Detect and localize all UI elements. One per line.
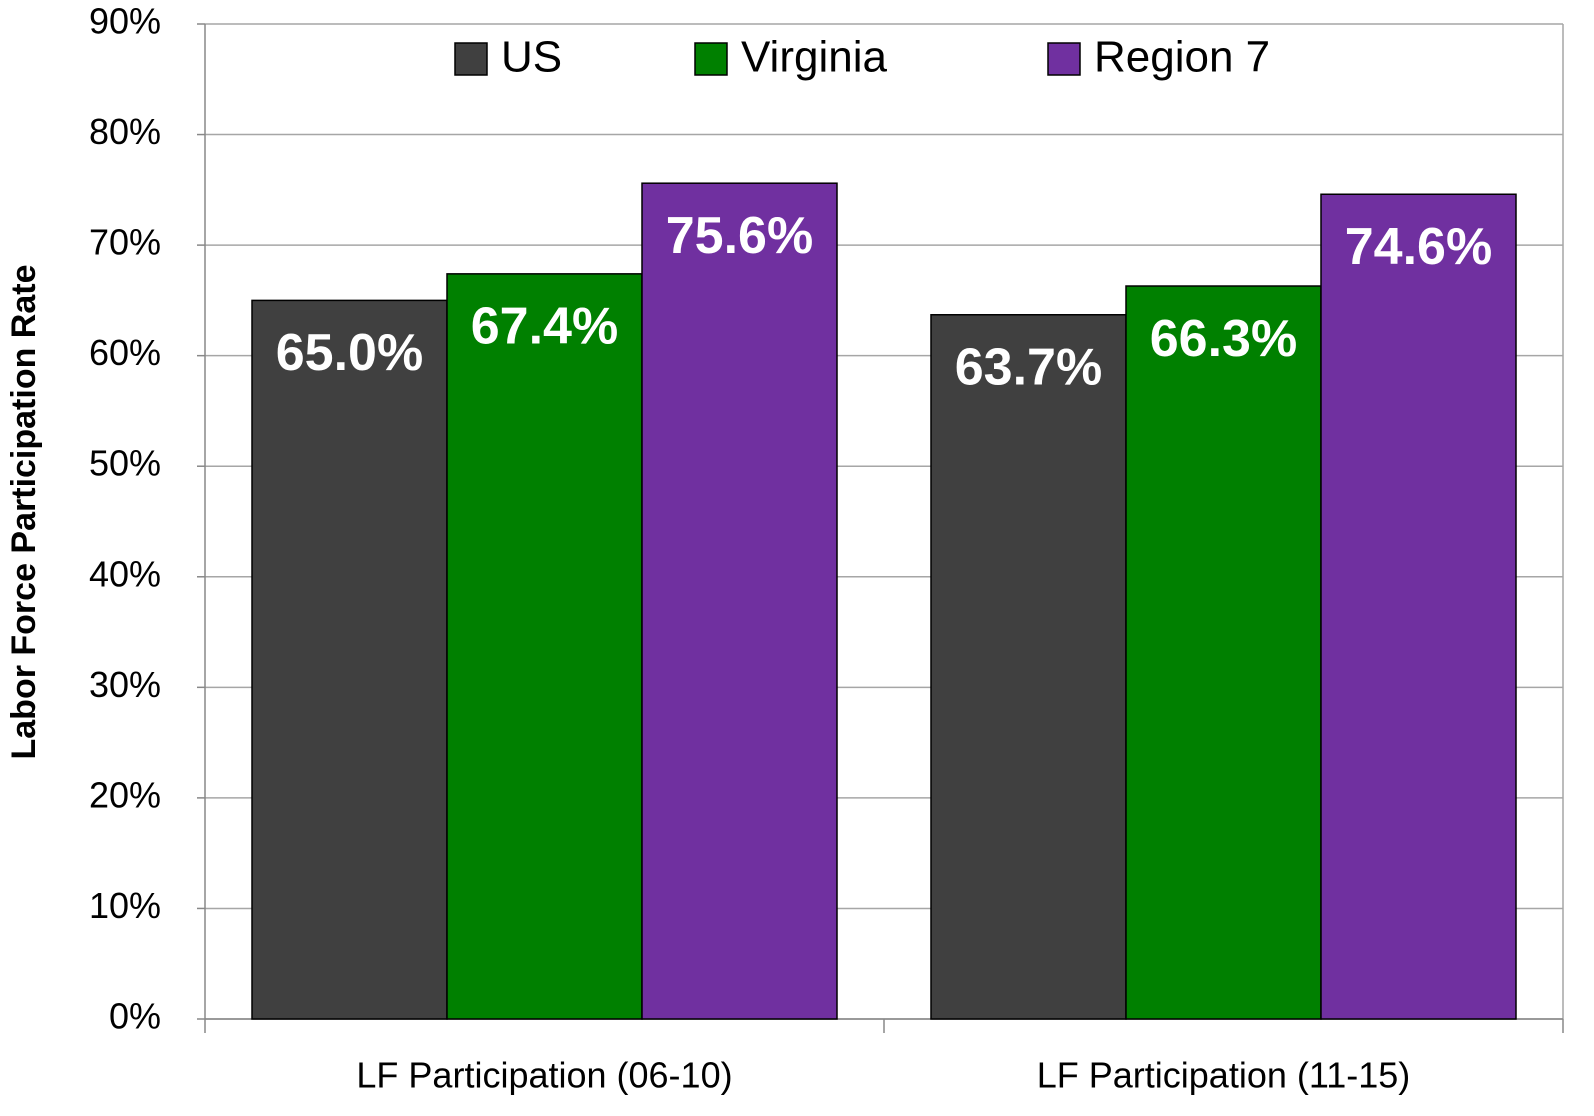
- y-tick-label: 50%: [89, 443, 161, 484]
- y-tick-label: 70%: [89, 222, 161, 263]
- legend-swatch: [694, 42, 728, 76]
- x-tick-label: LF Participation (11-15): [1037, 1055, 1411, 1096]
- data-label: 74.6%: [1345, 218, 1492, 276]
- legend-label: US: [501, 33, 562, 82]
- y-axis-title: Labor Force Participation Rate: [5, 265, 43, 760]
- y-tick-label: 0%: [109, 996, 161, 1037]
- legend-label: Virginia: [741, 33, 887, 82]
- y-tick-label: 30%: [89, 664, 161, 705]
- bar: [446, 273, 643, 1020]
- y-tick-label: 90%: [89, 1, 161, 42]
- bar: [251, 299, 448, 1020]
- y-tick-label: 80%: [89, 111, 161, 152]
- legend-label: Region 7: [1094, 33, 1270, 82]
- data-label: 63.7%: [955, 338, 1102, 396]
- y-tick-label: 40%: [89, 553, 161, 594]
- data-label: 66.3%: [1150, 310, 1297, 368]
- legend-swatch: [454, 42, 488, 76]
- y-tick-label: 10%: [89, 885, 161, 926]
- bar: [641, 182, 838, 1020]
- y-tick-label: 60%: [89, 332, 161, 373]
- data-label: 75.6%: [666, 207, 813, 265]
- bar: [1320, 193, 1517, 1020]
- bar: [930, 314, 1127, 1020]
- data-label: 67.4%: [471, 298, 618, 356]
- y-tick-label: 20%: [89, 774, 161, 815]
- x-tick-label: LF Participation (06-10): [356, 1055, 732, 1096]
- bar: [1125, 285, 1322, 1020]
- data-label: 65.0%: [276, 324, 423, 382]
- legend-swatch: [1047, 42, 1081, 76]
